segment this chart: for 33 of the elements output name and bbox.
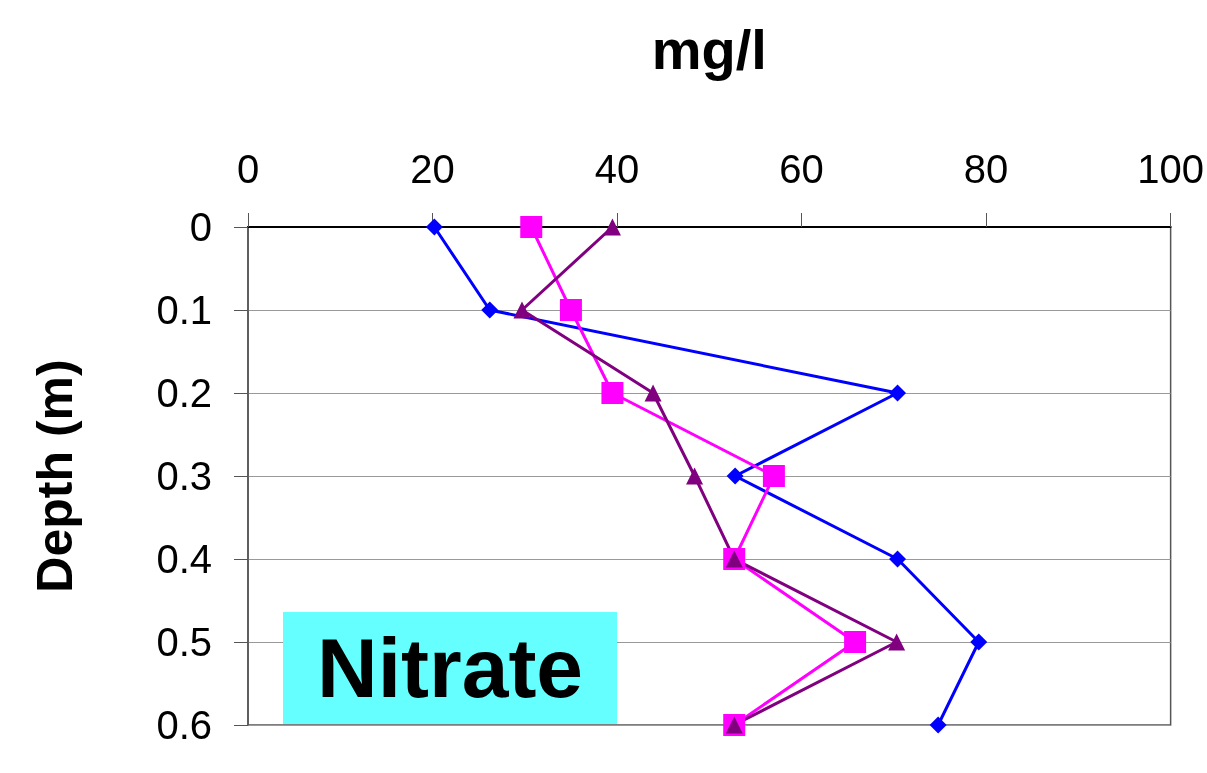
- x-tick-label: 60: [779, 147, 824, 191]
- y-tick-label: 0.6: [156, 703, 212, 747]
- point: [601, 382, 624, 404]
- x-tick-label: 80: [963, 147, 1009, 191]
- y-tick-label: 0.3: [156, 454, 212, 498]
- point: [425, 218, 443, 236]
- x-tick-label: 0: [236, 147, 260, 191]
- y-tick-label: 0.1: [156, 288, 212, 332]
- point: [520, 216, 543, 238]
- y-tick-label: 0.5: [156, 620, 212, 664]
- point: [929, 716, 947, 734]
- x-tick-label: 20: [410, 147, 455, 191]
- point: [726, 467, 744, 485]
- point: [844, 631, 867, 653]
- point: [686, 467, 704, 485]
- point: [559, 299, 582, 321]
- x-tick-label: 100: [1137, 147, 1205, 191]
- y-tick-label: 0: [189, 205, 212, 249]
- point: [889, 550, 907, 568]
- point: [970, 633, 988, 651]
- point: [888, 633, 906, 651]
- x-tick-label: 40: [594, 147, 640, 191]
- point: [644, 384, 662, 402]
- y-tick-label: 0.2: [156, 371, 212, 415]
- point: [481, 301, 499, 319]
- y-tick-label: 0.4: [156, 537, 212, 581]
- point: [762, 465, 785, 487]
- point: [603, 218, 621, 236]
- y-axis-title: Depth (m): [27, 359, 83, 593]
- annotation: Nitrate: [317, 621, 584, 715]
- point: [513, 301, 531, 319]
- point: [889, 384, 907, 402]
- x-axis-title: mg/l: [651, 17, 767, 81]
